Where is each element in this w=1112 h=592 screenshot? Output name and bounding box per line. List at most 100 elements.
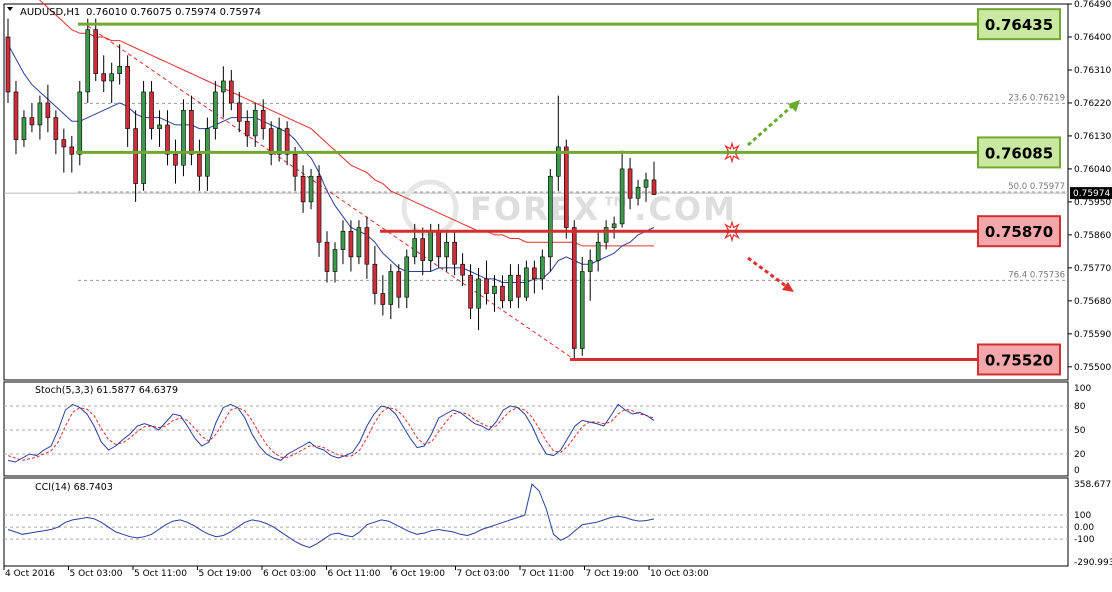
stoch-level-label: 50 [1074,426,1086,436]
candle-body [364,227,370,265]
candle-body [125,66,130,129]
y-tick-label: 0.76400 [1074,33,1111,43]
candle-body [37,102,43,126]
cci-level-label: -100 [1074,535,1095,545]
candle-body [5,36,11,93]
candle-body [532,267,537,280]
cci-level-label: 100 [1074,511,1091,521]
candle-body [109,73,114,82]
candle-body [61,139,67,148]
candle-body [508,274,513,302]
x-tick-label: 7 Oct 11:00 [521,569,574,579]
candle-body [252,109,258,137]
x-tick-label: 4 Oct 2016 [5,569,55,579]
x-tick-label: 5 Oct 11:00 [134,569,187,579]
symbol-label: AUDUSD,H1 [20,7,80,18]
candle-body [356,227,362,258]
candle-body [308,175,314,203]
candlesticks [5,18,657,360]
bearish-arrowhead-icon [782,282,794,292]
y-tick-label: 0.75860 [1074,231,1111,241]
candle-body [388,271,394,305]
ohlc-readout: 0.76010 0.76075 0.75974 0.75974 [86,7,261,18]
y-tick-label: 0.75680 [1074,297,1111,307]
candle-body [444,241,449,258]
candle-body [117,66,122,74]
candle-body [540,256,545,280]
candle-body [332,249,338,272]
moving-averages [7,0,655,283]
cci-panel [3,477,1069,567]
fib-label: 50.0 0.75977 [1008,182,1065,192]
candle-body [173,153,178,166]
candle-body [324,241,330,272]
level-value: 0.75870 [985,223,1053,241]
candle-body [404,256,410,298]
candle-body [412,238,418,258]
candle-body [268,128,274,155]
stoch-level-label: 80 [1074,402,1086,412]
candle-body [101,73,107,82]
x-tick-label: 5 Oct 03:00 [70,569,123,579]
candle-body [587,260,593,272]
candle-body [579,271,585,349]
cci-label: CCI(14) 68.7403 [35,482,113,493]
bearish-arrow-icon [747,256,787,288]
x-tick-label: 6 Oct 19:00 [392,569,445,579]
cci-level-label: -290.9933 [1074,558,1112,568]
y-tick-label: 0.76130 [1074,132,1111,142]
x-tick-label: 5 Oct 19:00 [199,569,252,579]
level-value: 0.76085 [985,144,1053,162]
cci-line [7,483,655,549]
candle-body [77,91,83,155]
candle-body [516,274,521,298]
level-value: 0.75520 [985,351,1053,369]
y-tick-label: 0.75590 [1074,330,1111,340]
fib-label: 23.6 0.76219 [1008,93,1065,103]
y-tick-label: 0.76040 [1074,165,1111,175]
panel-frames [3,3,1069,567]
axes: 0.76490 0.76400 0.76310 0.76220 0.76130 0.760… [3,0,1112,579]
candle-body [627,168,633,199]
stoch-level-label: 0 [1074,466,1080,476]
candle-body [316,175,322,243]
cci-level-label: 0.00 [1074,523,1094,533]
candle-body [157,124,162,129]
y-tick-label: 0.76490 [1074,0,1111,10]
stoch-label: Stoch(5,3,3) 61.5877 64.6379 [35,385,178,396]
candle-body [284,128,290,155]
candle-body [93,29,99,74]
candle-body [452,241,457,265]
candle-body [428,230,433,261]
level-box [977,8,1061,41]
candle-body [69,146,75,155]
current-price-label: 0.75974 [1073,189,1110,199]
candle-body [420,238,426,261]
candle-body [436,230,441,258]
x-tick-label: 7 Oct 19:00 [586,569,639,579]
candle-body [555,146,561,177]
y-tick-label: 0.75950 [1074,198,1111,208]
level-box [977,343,1061,376]
y-tick-label: 0.76220 [1074,99,1111,109]
x-tick-label: 6 Oct 03:00 [263,569,316,579]
gridlines: 23.6 0.76219 50.0 0.75977 76.4 0.75736 [4,93,1068,540]
stoch-top-label: 100 [1074,384,1091,394]
oscillators [7,403,655,549]
slow-ma-line [38,0,654,247]
candle-body [380,293,386,305]
candle-body [611,223,617,228]
candle-body [229,80,234,104]
bullish-arrowhead-icon [788,100,800,112]
candle-body [189,109,194,155]
candle-body [635,186,641,199]
level-value: 0.76435 [985,16,1053,34]
candle-body [292,153,298,177]
candle-body [500,285,505,302]
support-resistance-levels[interactable]: 0.76435 0.76085 0.75870 0.75520 [76,8,1061,376]
candle-body [396,271,402,298]
candle-body [595,241,601,261]
stoch-main-line [7,403,655,463]
